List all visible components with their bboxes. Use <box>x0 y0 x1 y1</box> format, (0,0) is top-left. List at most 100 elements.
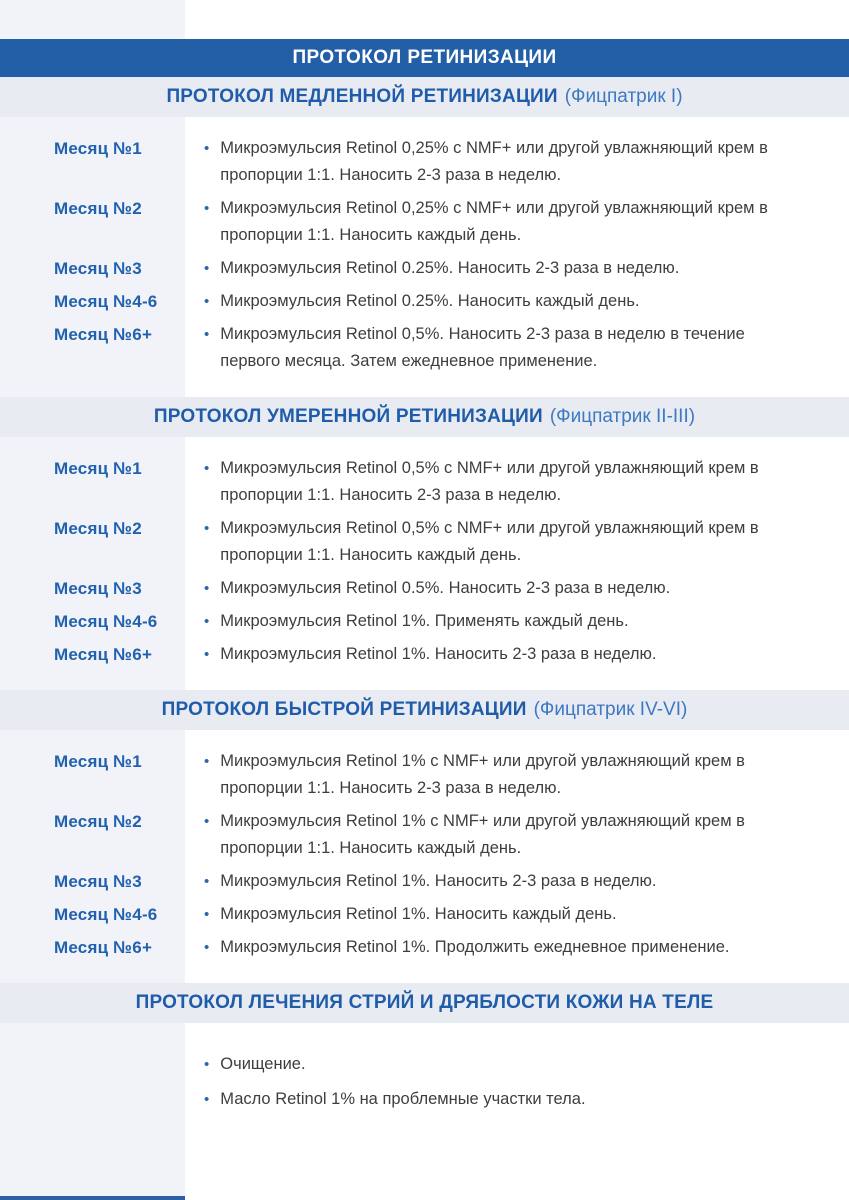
section-body: • Очищение. • Масло Retinol 1% на пробле… <box>0 1023 849 1137</box>
section-subtitle: (Фицпатрик IV-VI) <box>533 699 688 720</box>
section-slow-retinization: ПРОТОКОЛ МЕДЛЕННОЙ РЕТИНИЗАЦИИ (Фицпатри… <box>0 77 849 397</box>
month-label: Месяц №3 <box>54 259 142 278</box>
month-row: • Масло Retinol 1% на проблемные участки… <box>0 1086 809 1113</box>
month-row: Месяц №6+ • Микроэмульсия Retinol 1%. Пр… <box>0 934 809 961</box>
section-header: ПРОТОКОЛ УМЕРЕННОЙ РЕТИНИЗАЦИИ (Фицпатри… <box>0 397 849 437</box>
bullet-icon: • <box>204 1056 210 1073</box>
instruction-text: Масло Retinol 1% на проблемные участки т… <box>220 1090 586 1108</box>
instruction-text: Микроэмульсия Retinol 0,5% с NMF+ или др… <box>220 459 759 504</box>
section-stretch-marks-body: ПРОТОКОЛ ЛЕЧЕНИЯ СТРИЙ И ДРЯБЛОСТИ КОЖИ … <box>0 983 849 1137</box>
month-label: Месяц №6+ <box>54 325 153 344</box>
month-label: Месяц №6+ <box>54 645 153 664</box>
month-label: Месяц №2 <box>54 199 142 218</box>
bullet-icon: • <box>204 140 210 157</box>
section-body: Месяц №1 • Микроэмульсия Retinol 1% с NM… <box>0 730 849 983</box>
month-row: Месяц №4-6 • Микроэмульсия Retinol 1%. П… <box>0 608 809 635</box>
instruction: • Очищение. <box>185 1051 306 1078</box>
main-title-bar: ПРОТОКОЛ РЕТИНИЗАЦИИ <box>0 39 849 77</box>
month-label: Месяц №3 <box>54 579 142 598</box>
section-header: ПРОТОКОЛ ЛЕЧЕНИЯ СТРИЙ И ДРЯБЛОСТИ КОЖИ … <box>0 983 849 1023</box>
section-body: Месяц №1 • Микроэмульсия Retinol 0,5% с … <box>0 437 849 690</box>
month-row: • Очищение. <box>0 1051 809 1078</box>
month-row: Месяц №1 • Микроэмульсия Retinol 1% с NM… <box>0 748 809 802</box>
instruction: • Масло Retinol 1% на проблемные участки… <box>185 1086 586 1113</box>
instruction-text: Микроэмульсия Retinol 0,5% с NMF+ или др… <box>220 519 759 564</box>
instruction: • Микроэмульсия Retinol 1%. Применять ка… <box>185 608 629 635</box>
month-row: Месяц №3 • Микроэмульсия Retinol 1%. Нан… <box>0 868 809 895</box>
month-label: Месяц №4-6 <box>54 292 158 311</box>
instruction-text: Микроэмульсия Retinol 0,25% с NMF+ или д… <box>220 199 768 244</box>
instruction-text: Микроэмульсия Retinol 0.25%. Наносить 2-… <box>220 259 680 277</box>
bullet-icon: • <box>204 613 210 630</box>
instruction-text: Микроэмульсия Retinol 0.25%. Наносить ка… <box>220 292 640 310</box>
bullet-icon: • <box>204 646 210 663</box>
instruction: • Микроэмульсия Retinol 0.25%. Наносить … <box>185 255 679 282</box>
bullet-icon: • <box>204 939 210 956</box>
month-row: Месяц №1 • Микроэмульсия Retinol 0,5% с … <box>0 455 809 509</box>
section-title: ПРОТОКОЛ МЕДЛЕННОЙ РЕТИНИЗАЦИИ <box>166 86 558 107</box>
instruction-text: Микроэмульсия Retinol 1%. Наносить 2-3 р… <box>220 645 657 663</box>
bullet-icon: • <box>204 873 210 890</box>
document: ПРОТОКОЛ РЕТИНИЗАЦИИ ПРОТОКОЛ МЕДЛЕННОЙ … <box>0 39 849 1137</box>
instruction: • Микроэмульсия Retinol 1%. Наносить 2-3… <box>185 641 656 668</box>
instruction: • Микроэмульсия Retinol 1%. Наносить 2-3… <box>185 868 656 895</box>
instruction: • Микроэмульсия Retinol 0,5%. Наносить 2… <box>185 321 785 375</box>
instruction-text: Очищение. <box>220 1055 306 1073</box>
month-label: Месяц №1 <box>54 459 142 478</box>
bullet-icon: • <box>204 326 210 343</box>
bullet-icon: • <box>204 813 210 830</box>
instruction-text: Микроэмульсия Retinol 1%. Продолжить еже… <box>220 938 730 956</box>
month-row: Месяц №4-6 • Микроэмульсия Retinol 0.25%… <box>0 288 809 315</box>
bullet-icon: • <box>204 753 210 770</box>
month-row: Месяц №1 • Микроэмульсия Retinol 0,25% с… <box>0 135 809 189</box>
section-title: ПРОТОКОЛ БЫСТРОЙ РЕТИНИЗАЦИИ <box>161 699 527 720</box>
instruction-text: Микроэмульсия Retinol 1%. Наносить 2-3 р… <box>220 872 657 890</box>
instruction-text: Микроэмульсия Retinol 1% с NMF+ или друг… <box>220 752 745 797</box>
month-label: Месяц №4-6 <box>54 612 158 631</box>
instruction-text: Микроэмульсия Retinol 0,5%. Наносить 2-3… <box>220 325 745 370</box>
instruction-text: Микроэмульсия Retinol 1%. Применять кажд… <box>220 612 629 630</box>
instruction: • Микроэмульсия Retinol 0,25% с NMF+ или… <box>185 195 785 249</box>
month-label: Месяц №2 <box>54 519 142 538</box>
instruction: • Микроэмульсия Retinol 0.5%. Наносить 2… <box>185 575 670 602</box>
month-label: Месяц №4-6 <box>54 905 158 924</box>
month-row: Месяц №2 • Микроэмульсия Retinol 0,25% с… <box>0 195 809 249</box>
bullet-icon: • <box>204 200 210 217</box>
month-row: Месяц №4-6 • Микроэмульсия Retinol 1%. Н… <box>0 901 809 928</box>
month-row: Месяц №6+ • Микроэмульсия Retinol 1%. На… <box>0 641 809 668</box>
month-label: Месяц №3 <box>54 872 142 891</box>
month-label: Месяц №6+ <box>54 938 153 957</box>
section-fast-retinization: ПРОТОКОЛ БЫСТРОЙ РЕТИНИЗАЦИИ (Фицпатрик … <box>0 690 849 983</box>
month-label: Месяц №1 <box>54 752 142 771</box>
instruction: • Микроэмульсия Retinol 0,25% с NMF+ или… <box>185 135 785 189</box>
instruction: • Микроэмульсия Retinol 1% с NMF+ или др… <box>185 748 785 802</box>
instruction: • Микроэмульсия Retinol 0.25%. Наносить … <box>185 288 640 315</box>
section-moderate-retinization: ПРОТОКОЛ УМЕРЕННОЙ РЕТИНИЗАЦИИ (Фицпатри… <box>0 397 849 690</box>
section-header: ПРОТОКОЛ МЕДЛЕННОЙ РЕТИНИЗАЦИИ (Фицпатри… <box>0 77 849 117</box>
section-subtitle: (Фицпатрик II-III) <box>549 406 696 427</box>
page-title: ПРОТОКОЛ РЕТИНИЗАЦИИ <box>292 47 557 68</box>
instruction-text: Микроэмульсия Retinol 1%. Наносить кажды… <box>220 905 617 923</box>
page-bottom-accent <box>0 1196 185 1200</box>
bullet-icon: • <box>204 580 210 597</box>
section-header: ПРОТОКОЛ БЫСТРОЙ РЕТИНИЗАЦИИ (Фицпатрик … <box>0 690 849 730</box>
instruction-text: Микроэмульсия Retinol 0.5%. Наносить 2-3… <box>220 579 671 597</box>
bullet-icon: • <box>204 520 210 537</box>
section-subtitle: (Фицпатрик I) <box>564 86 683 107</box>
bullet-icon: • <box>204 260 210 277</box>
bullet-icon: • <box>204 906 210 923</box>
bullet-icon: • <box>204 293 210 310</box>
instruction-text: Микроэмульсия Retinol 0,25% с NMF+ или д… <box>220 139 768 184</box>
section-body: Месяц №1 • Микроэмульсия Retinol 0,25% с… <box>0 117 849 397</box>
instruction-text: Микроэмульсия Retinol 1% с NMF+ или друг… <box>220 812 745 857</box>
month-row: Месяц №2 • Микроэмульсия Retinol 1% с NM… <box>0 808 809 862</box>
instruction: • Микроэмульсия Retinol 1% с NMF+ или др… <box>185 808 785 862</box>
month-row: Месяц №2 • Микроэмульсия Retinol 0,5% с … <box>0 515 809 569</box>
month-label: Месяц №2 <box>54 812 142 831</box>
month-row: Месяц №3 • Микроэмульсия Retinol 0.5%. Н… <box>0 575 809 602</box>
month-row: Месяц №6+ • Микроэмульсия Retinol 0,5%. … <box>0 321 809 375</box>
bullet-icon: • <box>204 1091 210 1108</box>
section-title: ПРОТОКОЛ УМЕРЕННОЙ РЕТИНИЗАЦИИ <box>153 406 543 427</box>
section-title: ПРОТОКОЛ ЛЕЧЕНИЯ СТРИЙ И ДРЯБЛОСТИ КОЖИ … <box>135 992 714 1013</box>
bullet-icon: • <box>204 460 210 477</box>
